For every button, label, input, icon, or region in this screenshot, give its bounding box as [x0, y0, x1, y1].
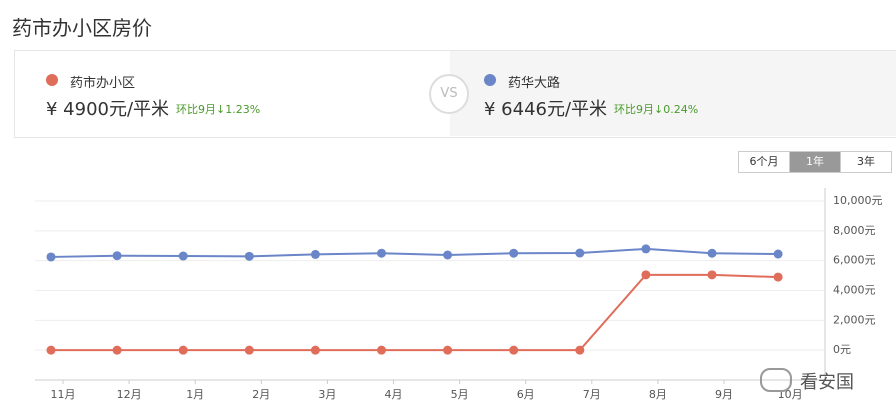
price: ¥ 6446元/平米	[484, 99, 608, 120]
x-tick-label: 11月	[51, 388, 76, 401]
change: 环比9月↓1.23%	[176, 103, 261, 116]
data-point	[46, 345, 56, 355]
data-point	[377, 345, 386, 355]
x-tick-label: 12月	[117, 388, 142, 401]
vs-badge: VS	[429, 74, 469, 114]
y-tick-label: 6,000元	[833, 254, 876, 267]
page-title: 药市办小区房价	[12, 16, 152, 40]
x-tick-label: 3月	[318, 388, 336, 401]
y-tick-label: 4,000元	[833, 284, 876, 297]
price: ¥ 4900元/平米	[46, 99, 170, 120]
watermark-icon	[760, 368, 792, 392]
x-tick-label: 9月	[715, 388, 733, 401]
data-point	[575, 248, 585, 258]
y-tick-label: 10,000元	[833, 194, 883, 207]
data-point	[773, 272, 783, 282]
data-point	[112, 345, 122, 355]
x-tick-label: 8月	[649, 388, 667, 401]
data-point	[310, 345, 320, 355]
legend-label: 药华大路	[508, 76, 561, 91]
data-point	[773, 249, 783, 259]
watermark: 看安国	[800, 372, 854, 393]
data-point	[443, 250, 453, 260]
range-buttons: 6个月 1年 3年	[738, 151, 892, 173]
compare-box	[14, 50, 896, 138]
x-tick-label: 1月	[186, 388, 204, 401]
data-point	[641, 244, 651, 254]
x-tick-label: 5月	[451, 388, 469, 401]
y-tick-label: 2,000元	[833, 313, 876, 326]
change: 环比9月↓0.24%	[614, 103, 699, 116]
data-point	[46, 252, 56, 262]
data-point	[707, 248, 717, 258]
data-point	[112, 251, 122, 261]
range-button[interactable]: 6个月	[749, 155, 779, 168]
series-line	[50, 247, 779, 258]
data-point	[509, 248, 519, 258]
legend-dot	[46, 74, 58, 86]
legend-dot	[484, 74, 496, 86]
x-tick-label: 2月	[252, 388, 270, 401]
y-tick-label: 8,000元	[833, 224, 876, 237]
compare-right-bg	[450, 51, 896, 136]
data-point	[377, 248, 386, 258]
data-point	[575, 345, 585, 355]
data-point	[509, 345, 519, 355]
x-tick-label: 6月	[517, 388, 535, 401]
data-point	[244, 251, 254, 261]
x-tick-label: 4月	[385, 388, 403, 401]
range-button[interactable]: 1年	[789, 152, 840, 172]
x-tick-label: 7月	[583, 388, 601, 401]
data-point	[443, 345, 453, 355]
legend-label: 药市办小区	[70, 76, 136, 91]
y-tick-label: 0元	[833, 343, 851, 356]
series-line	[51, 273, 779, 352]
data-point	[641, 270, 651, 280]
data-point	[178, 345, 188, 355]
data-point	[707, 270, 717, 280]
data-point	[310, 249, 320, 259]
data-point	[244, 345, 254, 355]
data-point	[178, 251, 188, 261]
range-button[interactable]: 3年	[840, 152, 891, 172]
